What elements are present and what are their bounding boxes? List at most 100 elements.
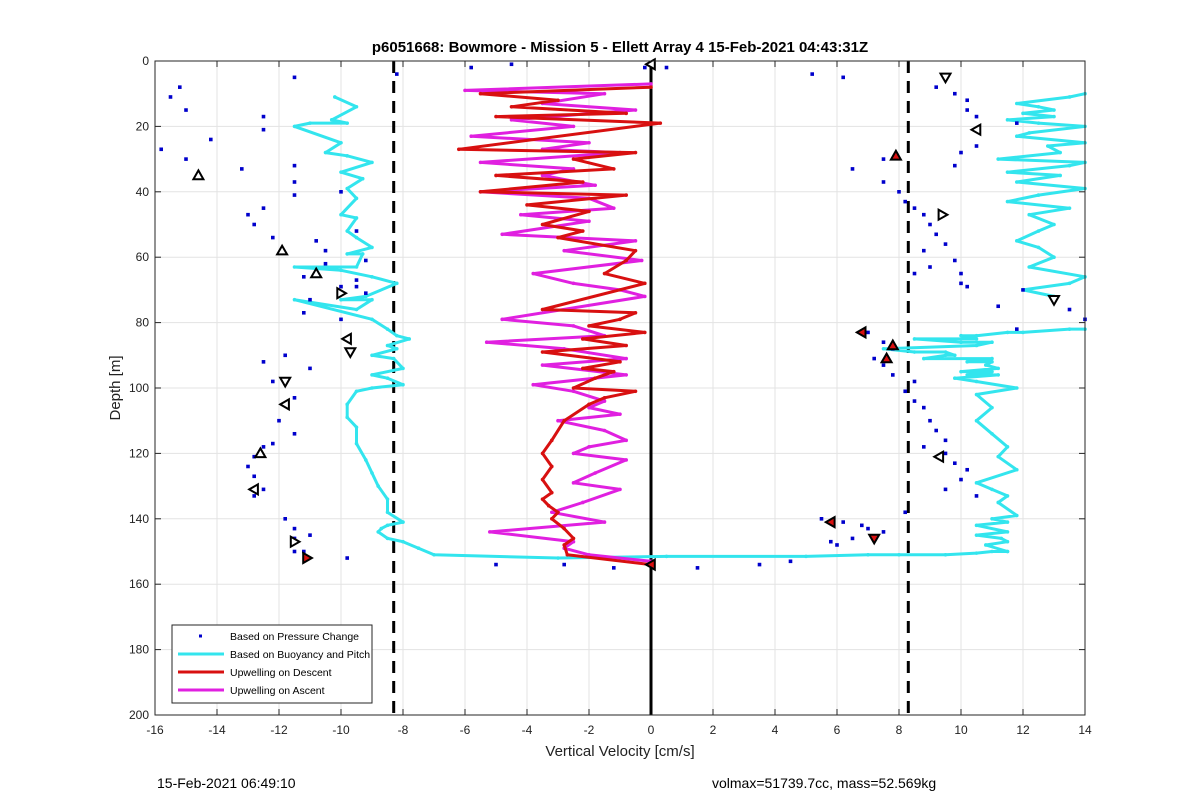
y-tick-label: 0	[142, 54, 149, 68]
descent-line-point	[546, 503, 551, 508]
legend-label-descent: Upwelling on Descent	[230, 667, 332, 679]
descent-line-point	[624, 193, 628, 197]
pressure-change-point	[922, 248, 926, 253]
descent-line-point	[618, 360, 622, 364]
pressure-change-point	[184, 157, 188, 161]
pressure-change-point	[364, 258, 368, 263]
buoyancy-line-point	[401, 382, 405, 387]
descent-line-point	[633, 248, 638, 253]
descent-line-point	[494, 173, 498, 178]
pressure-change-point	[252, 494, 256, 498]
pressure-change-point	[912, 379, 917, 384]
pressure-change-point	[974, 494, 979, 498]
pressure-change-point	[928, 222, 932, 227]
x-tick-label: -6	[460, 723, 471, 737]
triangle-marker	[278, 397, 290, 412]
pressure-change-point	[339, 317, 343, 322]
descent-line-point	[643, 281, 647, 286]
pressure-change-point	[788, 559, 793, 564]
footer-volmax-mass: volmax=51739.7cc, mass=52.569kg	[712, 775, 936, 791]
pressure-change-point	[829, 539, 833, 544]
buoyancy-line-point	[333, 95, 337, 99]
legend: Based on Pressure Change Based on Buoyan…	[171, 624, 373, 704]
ascent-line-point	[571, 324, 576, 328]
descent-line-point	[633, 389, 638, 394]
buoyancy-line	[996, 92, 1087, 298]
buoyancy-line-point	[1015, 134, 1019, 139]
descent-line-point	[581, 180, 585, 184]
buoyancy-line-point	[1005, 118, 1010, 122]
pressure-change-point	[903, 389, 907, 394]
pressure-change-point	[922, 445, 926, 449]
pressure-change-point	[1067, 307, 1072, 312]
pressure-change-point	[841, 520, 845, 524]
pressure-change-point	[292, 549, 297, 554]
triangle-marker	[302, 551, 314, 565]
buoyancy-line-point	[385, 536, 390, 541]
pressure-change-point	[881, 180, 886, 184]
triangle-marker	[643, 57, 656, 72]
pressure-change-point	[292, 396, 297, 400]
x-tick-label: 12	[1016, 723, 1030, 737]
buoyancy-line-point	[1052, 114, 1056, 119]
pressure-change-point	[841, 75, 845, 80]
ascent-line-point	[587, 445, 591, 449]
buoyancy-line-point	[1027, 212, 1031, 217]
pressure-change-point	[943, 242, 948, 246]
ascent-line-point	[639, 258, 644, 263]
pressure-change-point	[953, 91, 957, 96]
buoyancy-line-point	[953, 353, 957, 358]
buoyancy-line-point	[385, 523, 390, 528]
descent-line-point	[550, 438, 554, 443]
ascent-line-point	[649, 82, 653, 86]
ascent-line-point	[624, 458, 628, 462]
descent-line-point	[612, 369, 616, 374]
descent-line-point	[618, 317, 622, 322]
pressure-change-point	[866, 330, 870, 335]
triangle-marker	[938, 72, 953, 85]
descent-line-point	[587, 402, 591, 407]
pressure-change-point	[953, 163, 957, 168]
buoyancy-line-point	[965, 373, 969, 377]
pressure-change-point	[881, 363, 886, 367]
buoyancy-line-point	[990, 360, 994, 364]
ascent-line-point	[556, 418, 560, 423]
buoyancy-line-point	[370, 373, 374, 377]
legend-entry-descent: Upwelling on Descent	[178, 667, 332, 679]
pressure-change-point	[1021, 288, 1025, 292]
triangle-marker	[247, 482, 259, 497]
ascent-line-point	[562, 248, 566, 253]
buoyancy-line-point	[354, 235, 359, 240]
buoyancy-line-point	[1015, 513, 1019, 518]
pressure-change-point	[695, 566, 700, 570]
pressure-change-point	[261, 445, 266, 449]
triangle-marker	[969, 122, 982, 137]
buoyancy-line-point	[407, 337, 412, 341]
descent-line-point	[649, 85, 653, 89]
pressure-change-point	[881, 340, 886, 345]
descent-line-point	[633, 150, 638, 155]
buoyancy-line-point	[1067, 95, 1072, 99]
descent-line-point	[624, 343, 628, 348]
pressure-change-point	[996, 304, 1000, 309]
buoyancy-line-point	[1015, 467, 1019, 472]
buoyancy-line-point	[364, 458, 368, 462]
descent-line-point	[658, 121, 663, 125]
chart-title: p6051668: Bowmore - Mission 5 - Ellett A…	[372, 39, 868, 56]
buoyancy-line-point	[345, 186, 350, 191]
buoyancy-line-point	[1015, 101, 1019, 106]
buoyancy-line-point	[1036, 193, 1041, 197]
pressure-change-point	[922, 405, 926, 410]
buoyancy-line-point	[345, 252, 350, 256]
ascent-line-point	[571, 124, 576, 129]
pressure-change-point	[339, 284, 343, 289]
ascent-line-point	[587, 219, 591, 224]
descent-line-point	[612, 167, 616, 171]
buoyancy-line-point	[395, 281, 399, 286]
legend-label-buoyancy: Based on Buoyancy and Pitch	[230, 649, 370, 661]
ascent-line-point	[571, 451, 576, 456]
descent-line-point	[602, 271, 607, 276]
buoyancy-line-point	[1036, 121, 1041, 125]
pressure-change-point	[509, 62, 514, 67]
buoyancy-line-point	[943, 552, 948, 557]
